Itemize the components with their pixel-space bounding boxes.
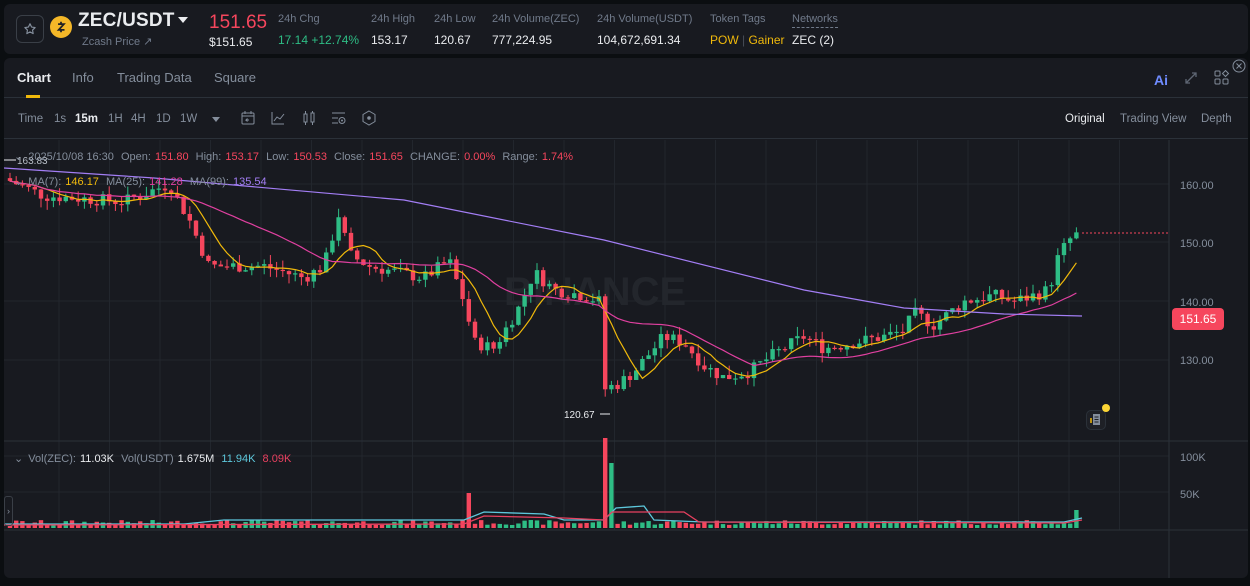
calendar-icon[interactable]: [240, 110, 256, 126]
pair-selector[interactable]: ZEC/USDT: [78, 10, 175, 31]
current-price-tag: 151.65: [1172, 308, 1224, 330]
vol-axis-label: 100K: [1180, 452, 1206, 464]
chart-settings-icon[interactable]: [331, 110, 347, 126]
y-axis-label: 130.00: [1180, 355, 1214, 367]
collapse-chevron-icon[interactable]: ⌄: [14, 176, 24, 188]
tab-square[interactable]: Square: [214, 70, 256, 85]
candle-type-icon[interactable]: [301, 110, 317, 126]
chart-toolbar: Time 1s 15m 1H 4H 1D 1W Original Trading…: [4, 99, 1248, 139]
svg-text:BINANCE: BINANCE: [504, 270, 686, 314]
view-trading-view[interactable]: Trading View: [1120, 113, 1187, 125]
y-axis-label: 160.00: [1180, 180, 1214, 192]
panel-tabs: Chart Info Trading Data Square Ai: [4, 58, 1248, 98]
stat-24h-volume-usdt: 24h Volume(USDT) 104,672,691.34: [597, 13, 693, 47]
vol-axis-label: 50K: [1180, 489, 1200, 501]
sidebar-expand-handle[interactable]: ›: [4, 496, 13, 526]
token-tags: Token Tags POW | Gainer: [710, 13, 785, 47]
close-icon[interactable]: [1232, 59, 1246, 73]
tag-pow[interactable]: POW: [710, 33, 739, 47]
interval-1d[interactable]: 1D: [156, 113, 171, 125]
stat-24h-low: 24h Low 120.67: [434, 13, 476, 47]
tab-info[interactable]: Info: [72, 70, 94, 85]
collapse-chevron-icon[interactable]: ⌄: [14, 453, 24, 465]
ai-button[interactable]: Ai: [1154, 72, 1168, 88]
stat-24h-change: 24h Chg 17.14 +12.74%: [278, 13, 360, 47]
interval-1s[interactable]: 1s: [54, 113, 67, 125]
networks[interactable]: Networks ZEC (2): [792, 13, 838, 47]
notes-icon: [1090, 414, 1100, 425]
ma-legend: ⌄ MA(7): 146.17 MA(25): 141.28 MA(99): 135.…: [14, 176, 267, 188]
collapse-chevron-icon[interactable]: ⌄: [14, 151, 24, 163]
ohlc-legend: ⌄ 2025/10/08 16:30 Open: 151.80 High: 153.…: [14, 151, 574, 163]
stat-24h-volume-zec: 24h Volume(ZEC) 777,224.95: [492, 13, 580, 47]
last-price: 151.65: [209, 12, 268, 33]
star-icon: [24, 23, 36, 35]
time-label: Time: [18, 113, 44, 125]
chart-canvas[interactable]: BINANCE 163.83 120.67: [4, 140, 1248, 578]
expand-icon[interactable]: [1184, 71, 1198, 85]
layout-icon[interactable]: [1214, 70, 1230, 86]
coin-price-link[interactable]: Zcash Price ↗: [82, 36, 153, 48]
candlestick-chart[interactable]: BINANCE 163.83 120.67 ⌄ 2025/10/08 16:30 O…: [4, 140, 1248, 578]
hexagon-settings-icon[interactable]: [361, 110, 377, 126]
last-price-usd: $151.65: [209, 35, 253, 49]
volume-legend: ⌄ Vol(ZEC): 11.03K Vol(USDT) 1.675M 11.94K…: [14, 453, 292, 465]
indicator-icon[interactable]: [270, 110, 286, 126]
chevron-down-icon[interactable]: [178, 17, 188, 23]
zcash-logo-icon: [50, 16, 72, 38]
favorite-button[interactable]: [16, 15, 44, 43]
notes-widget[interactable]: [1086, 404, 1110, 430]
market-header: ZEC/USDT Zcash Price ↗ 151.65 $151.65 24…: [4, 4, 1248, 54]
chart-panel: Chart Info Trading Data Square Ai Time 1…: [4, 58, 1248, 578]
interval-1h[interactable]: 1H: [108, 113, 123, 125]
tab-trading-data[interactable]: Trading Data: [117, 70, 192, 85]
svg-text:163.83: 163.83: [17, 156, 48, 167]
tag-gainer[interactable]: Gainer: [748, 33, 785, 47]
interval-15m[interactable]: 15m: [75, 113, 99, 125]
y-axis-label: 150.00: [1180, 238, 1214, 250]
view-original[interactable]: Original: [1065, 113, 1105, 125]
interval-4h[interactable]: 4H: [131, 113, 146, 125]
y-axis-label: 140.00: [1180, 297, 1214, 309]
interval-dropdown-icon[interactable]: [212, 117, 220, 123]
stat-24h-high: 24h High 153.17: [371, 13, 416, 47]
view-depth[interactable]: Depth: [1201, 113, 1232, 125]
active-tab-indicator: [26, 95, 40, 98]
tab-chart[interactable]: Chart: [17, 70, 51, 85]
interval-1w[interactable]: 1W: [180, 113, 198, 125]
notification-dot: [1102, 404, 1110, 412]
svg-text:120.67: 120.67: [564, 410, 595, 421]
